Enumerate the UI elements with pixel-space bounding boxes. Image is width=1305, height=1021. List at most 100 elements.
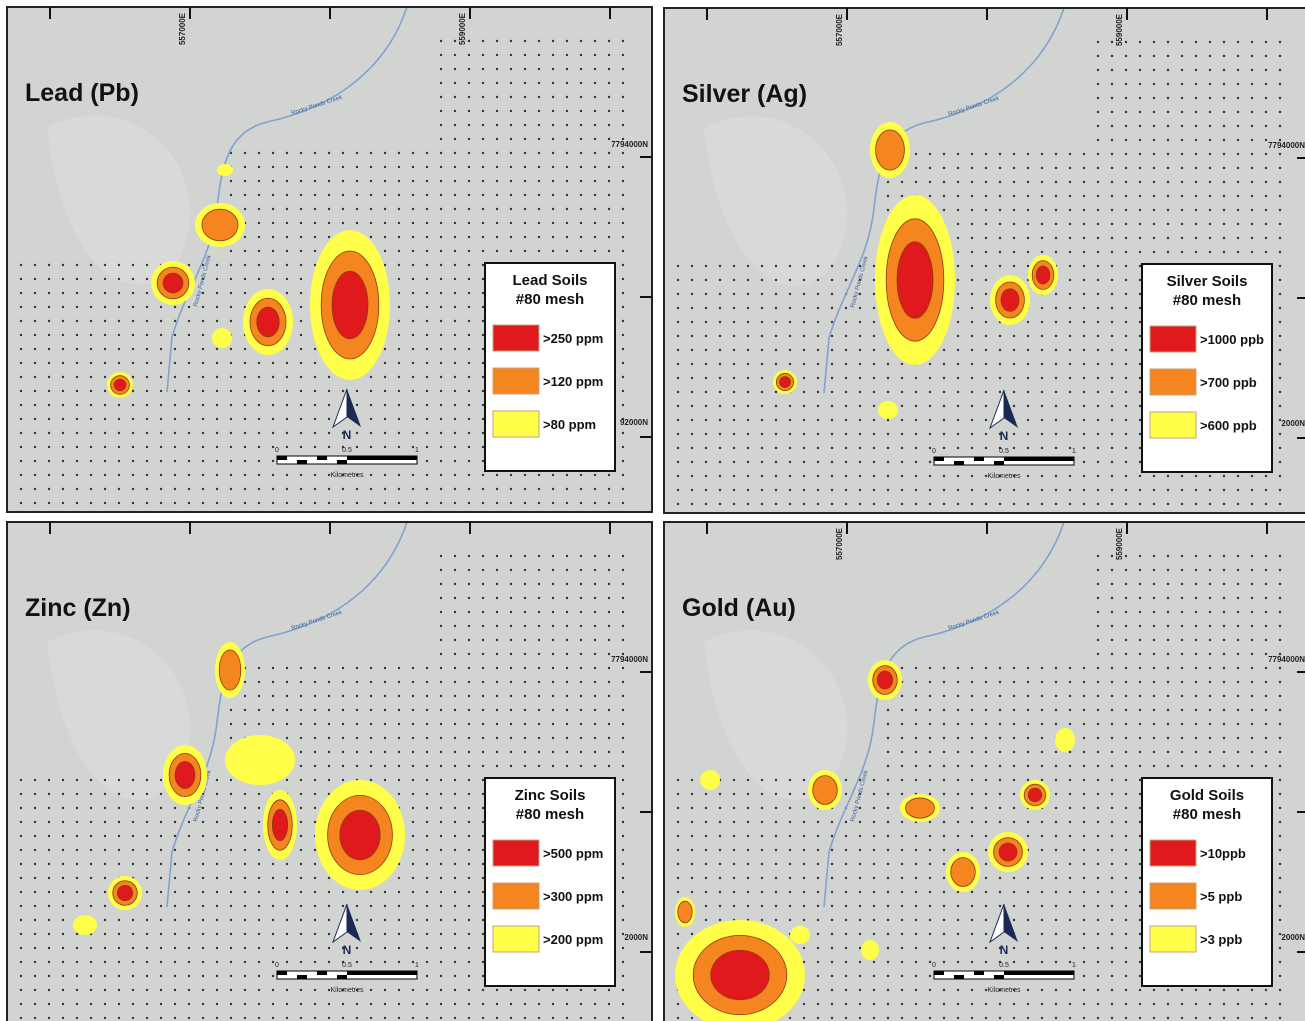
sample-point [62, 306, 64, 308]
sample-point [1097, 55, 1099, 57]
sample-point [719, 321, 721, 323]
sample-point [608, 625, 610, 627]
sample-point [244, 208, 246, 210]
sample-point [482, 849, 484, 851]
sample-point [1027, 447, 1029, 449]
sample-point [482, 138, 484, 140]
sample-point [342, 723, 344, 725]
sample-point [202, 821, 204, 823]
sample-point [1111, 569, 1113, 571]
sample-point [146, 432, 148, 434]
sample-point [705, 377, 707, 379]
sample-point [412, 376, 414, 378]
sample-point [859, 461, 861, 463]
sample-point [1167, 751, 1169, 753]
sample-point [1195, 503, 1197, 505]
sample-point [929, 765, 931, 767]
sample-point [328, 877, 330, 879]
sample-point [1097, 391, 1099, 393]
sample-point [789, 793, 791, 795]
sample-point [1237, 153, 1239, 155]
sample-point [831, 1017, 833, 1019]
sample-point [691, 821, 693, 823]
sample-point [272, 460, 274, 462]
sample-point [1069, 723, 1071, 725]
sample-point [90, 807, 92, 809]
sample-point [398, 390, 400, 392]
sample-point [258, 488, 260, 490]
sample-point [566, 96, 568, 98]
sample-point [412, 334, 414, 336]
sample-point [775, 447, 777, 449]
sample-point [887, 919, 889, 921]
sample-point [1181, 167, 1183, 169]
panel-title: Lead (Pb) [25, 79, 139, 107]
sample-point [1195, 167, 1197, 169]
sample-point [1251, 751, 1253, 753]
sample-point [943, 709, 945, 711]
sample-point [76, 905, 78, 907]
sample-point [1237, 41, 1239, 43]
sample-point [132, 390, 134, 392]
sample-point [566, 639, 568, 641]
sample-point [552, 709, 554, 711]
northing-label: 2000N [624, 933, 648, 942]
sample-point [915, 405, 917, 407]
sample-point [803, 821, 805, 823]
sample-point [384, 376, 386, 378]
easting-label: 557000E [835, 13, 844, 46]
sample-point [34, 390, 36, 392]
sample-point [356, 390, 358, 392]
sample-point [1209, 681, 1211, 683]
scale-bar [347, 456, 417, 460]
sample-point [775, 793, 777, 795]
sample-point [174, 390, 176, 392]
sample-point [244, 180, 246, 182]
sample-point [1069, 807, 1071, 809]
sample-point [1069, 349, 1071, 351]
sample-point [286, 390, 288, 392]
sample-point [62, 849, 64, 851]
sample-point [1209, 251, 1211, 253]
sample-point [1279, 877, 1281, 879]
sample-point [76, 807, 78, 809]
sample-point [482, 975, 484, 977]
sample-point [594, 488, 596, 490]
sample-point [594, 639, 596, 641]
sample-point [1279, 975, 1281, 977]
sample-point [496, 989, 498, 991]
sample-point [1167, 475, 1169, 477]
sample-point [1139, 461, 1141, 463]
sample-point [1041, 433, 1043, 435]
sample-point [691, 779, 693, 781]
sample-point [803, 863, 805, 865]
sample-point [803, 335, 805, 337]
sample-point [300, 474, 302, 476]
sample-point [244, 166, 246, 168]
sample-point [1125, 55, 1127, 57]
sample-point [1139, 961, 1141, 963]
sample-point [873, 849, 875, 851]
sample-point [1097, 377, 1099, 379]
sample-point [1251, 69, 1253, 71]
sample-point [76, 793, 78, 795]
sample-point [1167, 667, 1169, 669]
sample-point [1139, 209, 1141, 211]
sample-point [328, 737, 330, 739]
sample-point [1195, 125, 1197, 127]
sample-point [1069, 489, 1071, 491]
sample-point [1097, 237, 1099, 239]
sample-point [370, 905, 372, 907]
sample-point [524, 82, 526, 84]
sample-point [775, 349, 777, 351]
legend-swatch [493, 840, 539, 866]
sample-point [608, 124, 610, 126]
sample-point [1251, 237, 1253, 239]
sample-point [1125, 793, 1127, 795]
sample-point [34, 947, 36, 949]
sample-point [1139, 41, 1141, 43]
sample-point [230, 849, 232, 851]
sample-point [76, 933, 78, 935]
sample-point [62, 404, 64, 406]
sample-point [300, 320, 302, 322]
